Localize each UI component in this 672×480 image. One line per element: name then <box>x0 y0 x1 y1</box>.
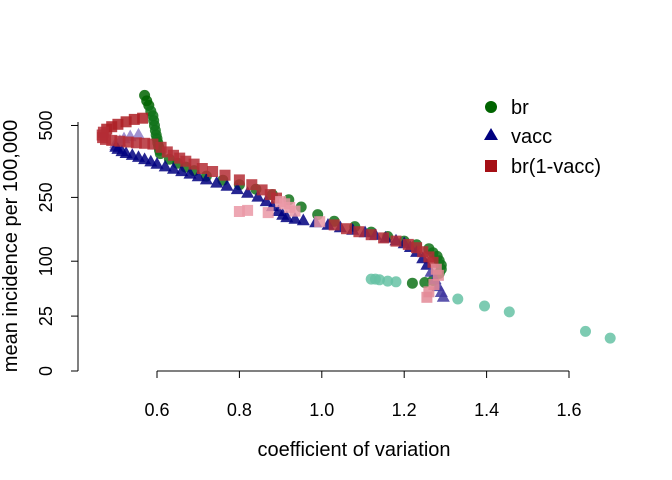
point-br-1-vacc <box>262 207 274 219</box>
legend-marker-triangle <box>484 128 498 140</box>
point-vacc <box>183 166 197 179</box>
point-br-1-vacc <box>114 135 126 147</box>
point-br-1-vacc <box>128 113 140 125</box>
y-tick-label: 0 <box>36 366 56 376</box>
x-axis-title: coefficient of variation <box>257 439 450 461</box>
point-br-1-vacc <box>341 223 352 235</box>
point-br-1-vacc <box>155 141 167 153</box>
point-br-1-vacc <box>106 134 118 146</box>
point-vacc <box>220 179 234 191</box>
point-br-1-vacc <box>147 138 159 150</box>
point-br-1-vacc <box>174 152 186 164</box>
point-br <box>419 277 431 288</box>
legend-label-vacc: vacc <box>511 126 552 148</box>
point-br-1-vacc <box>139 137 151 149</box>
point-br-1-vacc <box>233 174 245 186</box>
point-br <box>479 300 490 312</box>
point-br-1-vacc <box>411 242 423 254</box>
x-tick-label: 1.0 <box>309 400 334 420</box>
point-br-1-vacc <box>168 149 179 161</box>
point-br-1-vacc <box>120 116 132 128</box>
point-vacc <box>230 182 244 195</box>
point-br-1-vacc <box>100 133 111 145</box>
point-br-1-vacc <box>328 219 340 231</box>
x-tick-label: 1.2 <box>392 400 417 420</box>
point-vacc <box>191 169 205 182</box>
point-br-1-vacc <box>428 279 440 290</box>
point-vacc <box>167 162 180 174</box>
point-br-1-vacc <box>264 189 276 201</box>
point-br-1-vacc <box>219 169 231 181</box>
point-vacc <box>241 186 255 198</box>
point-vacc <box>296 213 310 226</box>
legend-item-vacc: vacc <box>484 126 552 148</box>
point-br-1-vacc <box>161 146 173 158</box>
point-br-1-vacc <box>242 204 254 216</box>
point-br-1-vacc <box>137 112 149 124</box>
point-br-1-vacc <box>427 256 439 268</box>
point-vacc <box>288 212 302 224</box>
legend-marker-square <box>485 160 497 172</box>
point-br <box>382 275 394 287</box>
legend-item-br: br <box>485 97 529 119</box>
x-tick-label: 1.4 <box>474 400 499 420</box>
point-br-1-vacc <box>233 206 245 217</box>
point-br-1-vacc <box>256 184 268 196</box>
point-br-1-vacc <box>430 263 442 275</box>
point-br-1-vacc <box>365 229 377 241</box>
point-br-1-vacc <box>402 238 414 250</box>
y-tick-label: 25 <box>36 306 56 326</box>
y-axis-title: mean incidence per 100,000 <box>0 120 22 372</box>
point-br-1-vacc <box>314 216 326 228</box>
point-br-1-vacc <box>246 179 258 191</box>
point-br <box>390 276 402 288</box>
point-br <box>580 325 591 337</box>
legend-label-br: br <box>511 97 529 119</box>
point-br-1-vacc <box>180 155 192 167</box>
legend-marker-circle <box>485 101 497 113</box>
point-br-1-vacc <box>130 137 142 149</box>
y-tick-label: 100 <box>36 246 56 276</box>
point-vacc <box>280 210 294 223</box>
point-br-1-vacc <box>353 226 365 238</box>
legend-item-br-1-vacc: br(1-vacc) <box>485 156 601 178</box>
x-axis: 0.6 0.8 1.0 1.2 1.4 1.6 <box>144 370 582 420</box>
point-br <box>365 273 377 285</box>
point-br-1-vacc <box>390 235 402 247</box>
point-br <box>503 306 515 318</box>
data-layer <box>96 89 616 344</box>
x-tick-label: 1.6 <box>556 400 581 420</box>
point-vacc <box>132 127 145 140</box>
legend: br vacc br(1-vacc) <box>484 97 601 178</box>
point-br-1-vacc <box>378 232 390 244</box>
point-br-1-vacc <box>112 118 124 130</box>
legend-label-br-1-vacc: br(1-vacc) <box>511 156 601 178</box>
point-vacc <box>150 157 164 169</box>
point-br-1-vacc <box>122 136 134 148</box>
point-br <box>406 277 418 289</box>
point-br <box>452 293 464 305</box>
point-vacc <box>259 194 273 207</box>
point-br <box>604 332 616 344</box>
point-br-1-vacc <box>196 163 208 174</box>
point-vacc <box>175 164 189 177</box>
point-br-1-vacc <box>289 205 301 217</box>
point-br-1-vacc <box>432 269 444 281</box>
point-br-1-vacc <box>421 291 433 303</box>
point-vacc <box>436 290 450 302</box>
point-vacc <box>158 159 172 172</box>
x-tick-label: 0.8 <box>227 400 252 420</box>
point-vacc <box>199 172 213 185</box>
point-br-1-vacc <box>417 246 429 258</box>
point-vacc <box>210 175 224 188</box>
y-axis: 0 25 100 250 500 <box>36 110 79 376</box>
point-br-1-vacc <box>188 158 200 170</box>
point-br-1-vacc <box>207 166 219 177</box>
point-vacc <box>251 189 265 202</box>
x-tick-label: 0.6 <box>144 400 169 420</box>
y-tick-label: 250 <box>36 182 56 212</box>
y-tick-label: 500 <box>36 110 56 140</box>
